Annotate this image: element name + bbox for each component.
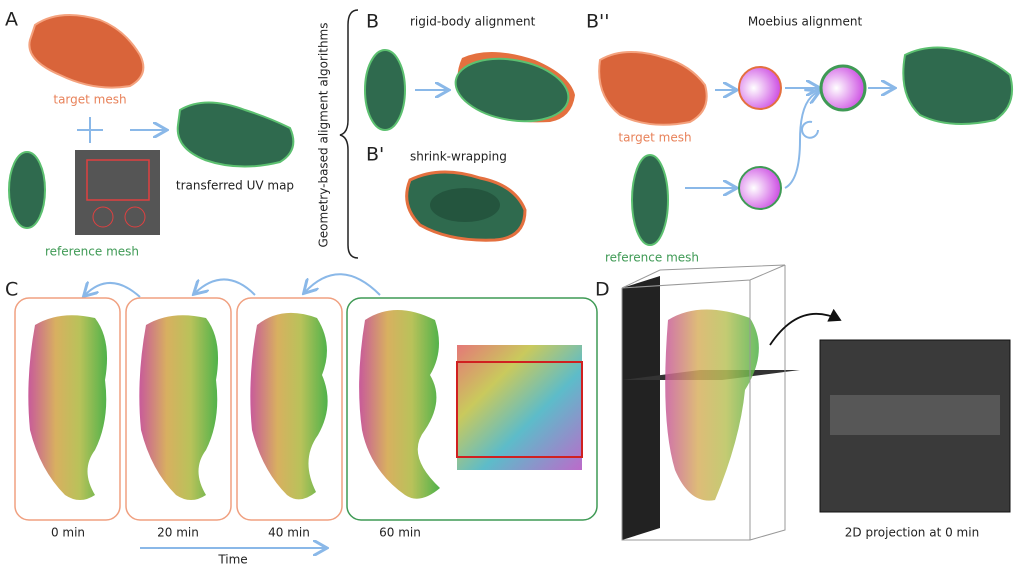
uv-grid <box>86 159 150 201</box>
sphere <box>738 166 782 210</box>
aligned-mesh <box>902 46 1014 125</box>
sphere <box>738 66 782 110</box>
reference-mesh <box>631 154 669 246</box>
embryo <box>359 310 440 499</box>
reference-mesh <box>8 151 46 229</box>
panel-label: A <box>5 9 18 31</box>
frame <box>14 297 121 521</box>
uv-highlight <box>456 361 583 458</box>
caption: 2D projection at 0 min <box>845 526 979 540</box>
inner-mesh <box>430 188 500 222</box>
panel-c: C 0 min 20 min 40 min 60 min Time <box>5 279 598 567</box>
panel-label: C <box>5 279 18 301</box>
embryo <box>250 312 328 500</box>
panel-title: shrink-wrapping <box>410 150 507 164</box>
caption: transferred UV map <box>176 179 294 193</box>
brace <box>339 9 359 259</box>
panel-title: rigid-body alignment <box>410 15 536 29</box>
caption: reference mesh <box>605 251 699 265</box>
arrow <box>769 308 842 346</box>
transferred-mesh <box>176 101 295 168</box>
uv-disk <box>92 206 114 228</box>
time-label: 20 min <box>157 526 199 540</box>
uv-disk <box>124 206 146 228</box>
embryo <box>28 315 108 500</box>
aligned-mesh <box>454 57 570 123</box>
panel-b: B rigid-body alignment B' shrink-wrappin… <box>364 11 575 242</box>
uv-map <box>75 150 160 235</box>
axis-label: Time <box>217 553 247 567</box>
target-mesh <box>598 50 708 126</box>
time-label: 60 min <box>379 526 421 540</box>
target-mesh <box>28 14 145 89</box>
bounding-box <box>621 264 786 541</box>
embryo <box>665 309 759 501</box>
side-label: Geometry-based aligment algorithms <box>317 23 331 248</box>
panel-b2: B'' Moebius alignment target mesh refere… <box>586 11 1014 265</box>
panel-label: D <box>595 279 610 301</box>
sphere <box>819 64 867 112</box>
slice <box>622 276 660 540</box>
caption: reference mesh <box>45 245 139 259</box>
panel-title: Moebius alignment <box>748 15 863 29</box>
frame <box>125 297 232 521</box>
caption: target mesh <box>618 131 691 145</box>
panel-a: A target mesh reference mesh transferred… <box>5 9 295 259</box>
panel-label: B <box>366 11 379 33</box>
plus <box>77 117 103 143</box>
time-label: 40 min <box>268 526 310 540</box>
time-label: 0 min <box>51 526 85 540</box>
panel-label: B'' <box>586 11 609 33</box>
uv-grid <box>457 345 582 470</box>
panel-d: D 2D projection at 0 min <box>595 264 1011 541</box>
panel-label: B' <box>366 144 384 166</box>
reference-mesh <box>364 49 406 131</box>
arrows <box>85 88 893 548</box>
caption: target mesh <box>53 93 126 107</box>
frame <box>346 297 598 521</box>
projection-band <box>830 395 1000 435</box>
embryo <box>139 315 219 500</box>
frame <box>236 297 343 521</box>
